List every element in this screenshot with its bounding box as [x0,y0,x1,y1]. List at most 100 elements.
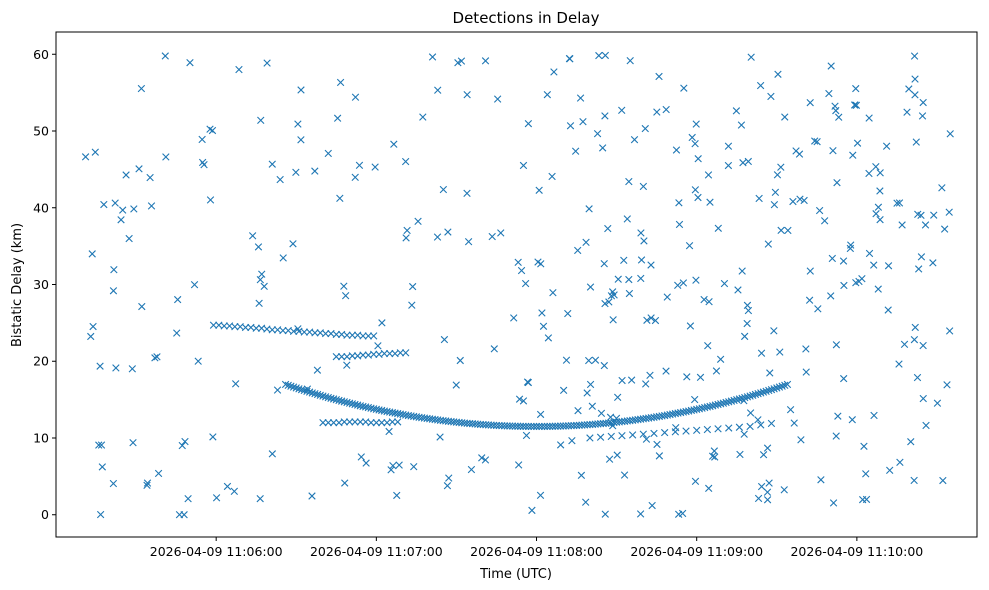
detection-point [585,205,593,213]
detection-point [601,510,609,518]
detection-point [613,393,622,401]
detection-point [639,182,648,191]
detection-point [751,390,760,399]
detection-point [255,299,263,308]
detection-point [128,365,137,373]
detection-point [853,139,862,147]
detection-point [690,395,699,404]
detection-point [279,326,287,335]
detection-point [369,350,378,359]
detection-point [440,335,449,344]
detection-point [907,438,915,446]
detection-point [481,57,490,65]
detection-point [827,62,835,70]
detection-point [639,430,647,438]
detection-point [300,328,308,336]
detection-point [876,187,884,195]
detection-point [651,316,660,325]
detection-point [161,52,169,60]
x-tick-label: 2026-04-09 11:10:00 [790,544,923,559]
detection-point [110,266,118,274]
detection-point [516,422,525,431]
detection-point [359,332,367,340]
detection-point [332,396,340,404]
detection-point [122,171,130,179]
detection-point [374,342,382,350]
detection-point [917,253,926,261]
detection-point [738,267,746,275]
detection-point [765,386,773,395]
detection-point [939,476,947,485]
detection-point [396,349,405,357]
detection-point [832,432,840,440]
detection-point [653,108,661,116]
detection-point [532,422,541,431]
detection-point [829,146,837,155]
detection-point [402,349,410,357]
detection-point [351,173,359,181]
detection-point [154,469,163,478]
detection-point [130,205,138,213]
detection-point [574,246,582,255]
detection-point [138,302,146,311]
detection-point [732,107,741,115]
detection-point [538,422,546,431]
detection-point [682,427,690,435]
detection-point [839,257,848,265]
detection-point [268,450,277,458]
detection-point [380,349,389,358]
detection-point [493,95,502,103]
detection-point [725,398,733,406]
detection-point [929,259,937,267]
y-axis: 0 10 20 30 40 50 60 [33,47,56,522]
chart-title: Detections in Delay [453,9,600,27]
data-points [81,51,954,519]
x-tick-label: 2026-04-09 11:06:00 [150,544,283,559]
detection-point [607,432,615,441]
detection-point [522,431,531,440]
detection-point [355,161,364,170]
detection-point [566,55,574,63]
detection-point [865,249,874,258]
detection-point [790,419,798,427]
detection-point [744,306,753,315]
detection-point [740,430,748,438]
detection-point [517,266,526,275]
detection-point [112,364,120,372]
detection-point [586,283,595,291]
detection-point [792,147,800,155]
detection-point [258,270,266,278]
detection-point [642,380,650,388]
detection-point [647,261,655,269]
detection-point [514,422,522,430]
detection-point [814,305,822,313]
detection-point [510,314,518,322]
detection-point [403,226,411,235]
detection-point [137,84,146,93]
detection-point [443,482,452,490]
detection-point [194,357,202,365]
detection-point [377,418,386,427]
detection-point [549,289,557,297]
detection-point [945,208,953,216]
detection-point [235,65,243,74]
detection-point [711,401,720,409]
detection-point [345,418,354,426]
detection-point [685,241,694,250]
detection-point [711,453,719,461]
detection-point [111,199,119,207]
plot-area [55,31,978,538]
detection-point [735,423,744,431]
detection-point [571,147,580,155]
detection-point [390,140,398,148]
detection-point [706,198,714,206]
detection-point [559,386,568,395]
detection-point [181,437,189,446]
detection-point [393,491,401,500]
detection-point [536,410,545,419]
detection-point [848,416,856,424]
detection-point [679,279,688,287]
detection-point [260,282,268,291]
detection-point [263,59,271,67]
detection-point [831,102,839,110]
